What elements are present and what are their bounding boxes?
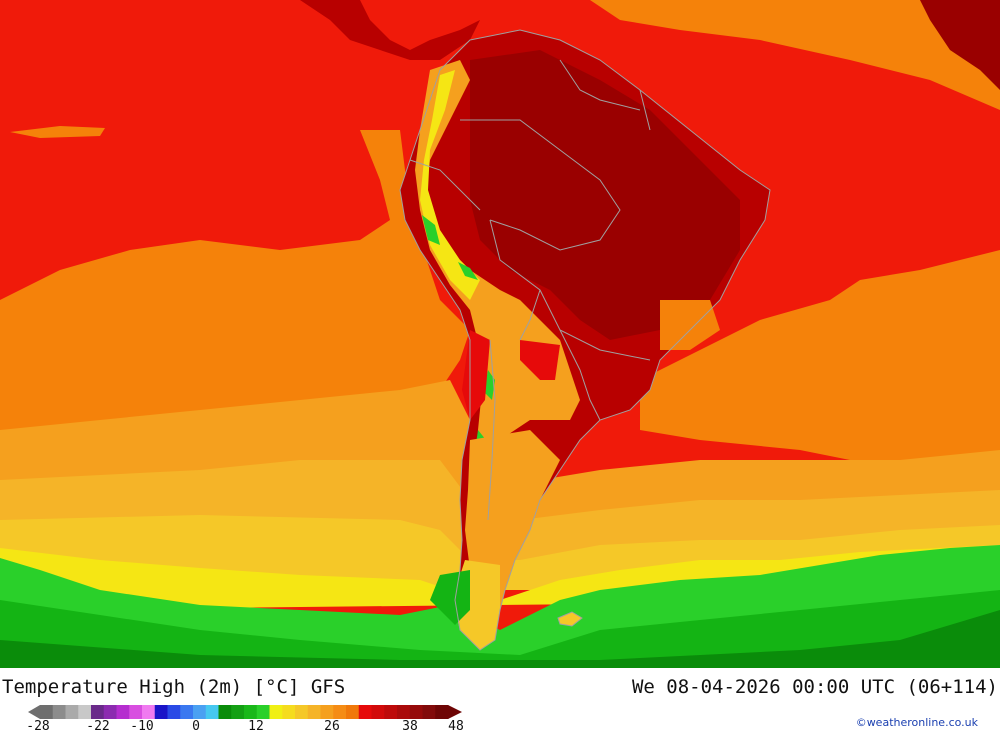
map-title: Temperature High (2m) [°C] GFS <box>2 676 346 698</box>
legend-tick-label: -10 <box>130 719 154 734</box>
orange-zone-south-pacific <box>0 130 470 470</box>
legend-swatch <box>282 705 296 719</box>
legend-arrow-right <box>448 705 462 719</box>
legend-swatch <box>167 705 181 719</box>
legend-swatch <box>205 705 219 719</box>
legend-swatch <box>435 705 449 719</box>
falkland-islands <box>557 611 583 627</box>
legend-swatch <box>409 705 423 719</box>
legend-swatch <box>320 705 334 719</box>
map-datetime: We 08-04-2026 00:00 UTC (06+114) <box>631 676 998 698</box>
temperature-map <box>0 0 1000 668</box>
credit-link[interactable]: ©weatheronline.co.uk <box>855 716 978 729</box>
legend-swatch <box>91 705 105 719</box>
legend-swatch <box>154 705 168 719</box>
legend-swatch <box>142 705 156 719</box>
orange-zone-south-atlantic <box>640 250 1000 470</box>
legend-swatch <box>180 705 194 719</box>
legend-swatch <box>65 705 79 719</box>
legend-swatch <box>116 705 130 719</box>
orange-zone-north-atlantic <box>590 0 1000 110</box>
legend-tick-label: 48 <box>448 719 464 734</box>
legend-swatch <box>397 705 411 719</box>
central-argentina-red <box>520 340 560 380</box>
central-america-land <box>300 0 480 60</box>
legend-tick-label: 12 <box>248 719 264 734</box>
legend-swatch <box>371 705 385 719</box>
legend-swatch <box>295 705 309 719</box>
legend-tick-label: 26 <box>324 719 340 734</box>
andes-cooler-strip <box>415 60 580 500</box>
amazon-hot-core <box>470 50 740 340</box>
mid-green-zone <box>0 590 1000 668</box>
legend-swatch <box>333 705 347 719</box>
legend-tick-label: 38 <box>402 719 418 734</box>
legend-swatch <box>218 705 232 719</box>
west-africa-corner <box>920 0 1000 90</box>
legend-swatch <box>307 705 321 719</box>
legend-swatch <box>269 705 283 719</box>
andes-green-spots-1 <box>422 215 440 245</box>
legend-tick-label: 0 <box>192 719 200 734</box>
legend-arrow-left <box>28 705 40 719</box>
dark-green-zone <box>0 610 1000 668</box>
color-legend <box>28 705 462 719</box>
legend-swatch <box>193 705 207 719</box>
legend-swatch <box>231 705 245 719</box>
legend-swatch <box>256 705 270 719</box>
legend-tick-label: -28 <box>26 719 50 734</box>
legend-swatch <box>40 705 54 719</box>
legend-swatch <box>129 705 143 719</box>
legend-swatch <box>384 705 398 719</box>
andes-green-spots-2 <box>458 262 478 280</box>
legend-swatch <box>346 705 360 719</box>
chile-coast-red <box>462 330 490 420</box>
legend-swatch <box>103 705 117 719</box>
galapagos-orange-patch <box>10 126 105 138</box>
legend-swatch <box>358 705 372 719</box>
patagonia-green <box>430 570 470 625</box>
legend-swatch <box>52 705 66 719</box>
country-borders <box>399 29 771 651</box>
legend-swatch <box>422 705 436 719</box>
legend-tick-label: -22 <box>86 719 110 734</box>
southern-brazil-orange <box>660 300 720 350</box>
legend-swatch <box>78 705 92 719</box>
legend-swatch <box>244 705 258 719</box>
